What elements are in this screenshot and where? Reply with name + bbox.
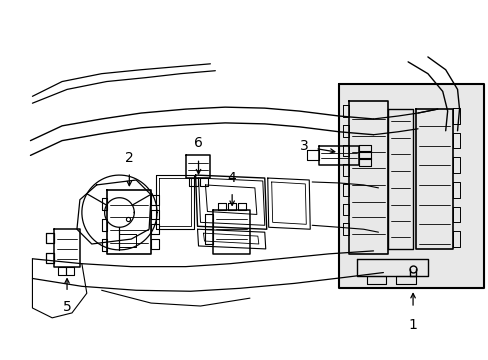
Text: 5: 5 <box>62 300 71 314</box>
Text: 4: 4 <box>227 171 236 185</box>
Text: 3: 3 <box>299 139 308 153</box>
Text: 2: 2 <box>125 151 133 165</box>
Text: 6: 6 <box>194 136 203 150</box>
Text: 1: 1 <box>408 318 417 332</box>
Polygon shape <box>338 84 483 288</box>
